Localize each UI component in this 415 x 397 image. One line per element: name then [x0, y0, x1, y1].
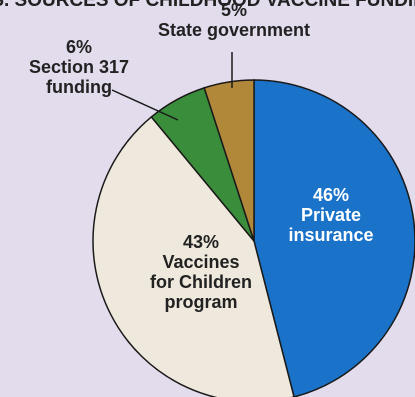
slice-label-2: 6% Section 317 funding — [29, 37, 129, 97]
pie-slice-1 — [92, 115, 295, 397]
slice-percent: 6% — [66, 37, 92, 57]
slice-label-1: 43% Vaccines for Children program — [150, 232, 252, 312]
slice-label-line: Private — [301, 205, 361, 225]
pie-slice-0 — [253, 79, 415, 397]
slice-label-3: 5% State government — [158, 0, 310, 40]
slice-labels: 46% Private insurance 43% Vaccines for Childr… — [29, 0, 374, 312]
pie-slices — [92, 79, 415, 397]
slice-label-0: 46% Private insurance — [288, 185, 373, 245]
leader-line-2 — [111, 89, 179, 121]
slice-label-line: Vaccines — [162, 252, 239, 272]
slice-label-line: for Children — [150, 272, 252, 292]
slice-percent: 46% — [313, 185, 349, 205]
slice-label-line: Section 317 — [29, 57, 129, 77]
pie-slice-3 — [203, 79, 255, 242]
slice-label-line: funding — [46, 77, 112, 97]
slice-label-line: program — [164, 292, 237, 312]
slice-percent: 43% — [183, 232, 219, 252]
slice-label-line: State government — [158, 20, 310, 40]
label-leaders — [111, 52, 233, 121]
header-text-cropped: U.S. SOURCES OF CHILDHOOD VACCINE FUNDIN… — [0, 0, 415, 11]
chart-header: U.S. SOURCES OF CHILDHOOD VACCINE FUNDIN… — [0, 0, 415, 11]
slice-label-line: insurance — [288, 225, 373, 245]
slice-percent: 5% — [221, 0, 247, 20]
